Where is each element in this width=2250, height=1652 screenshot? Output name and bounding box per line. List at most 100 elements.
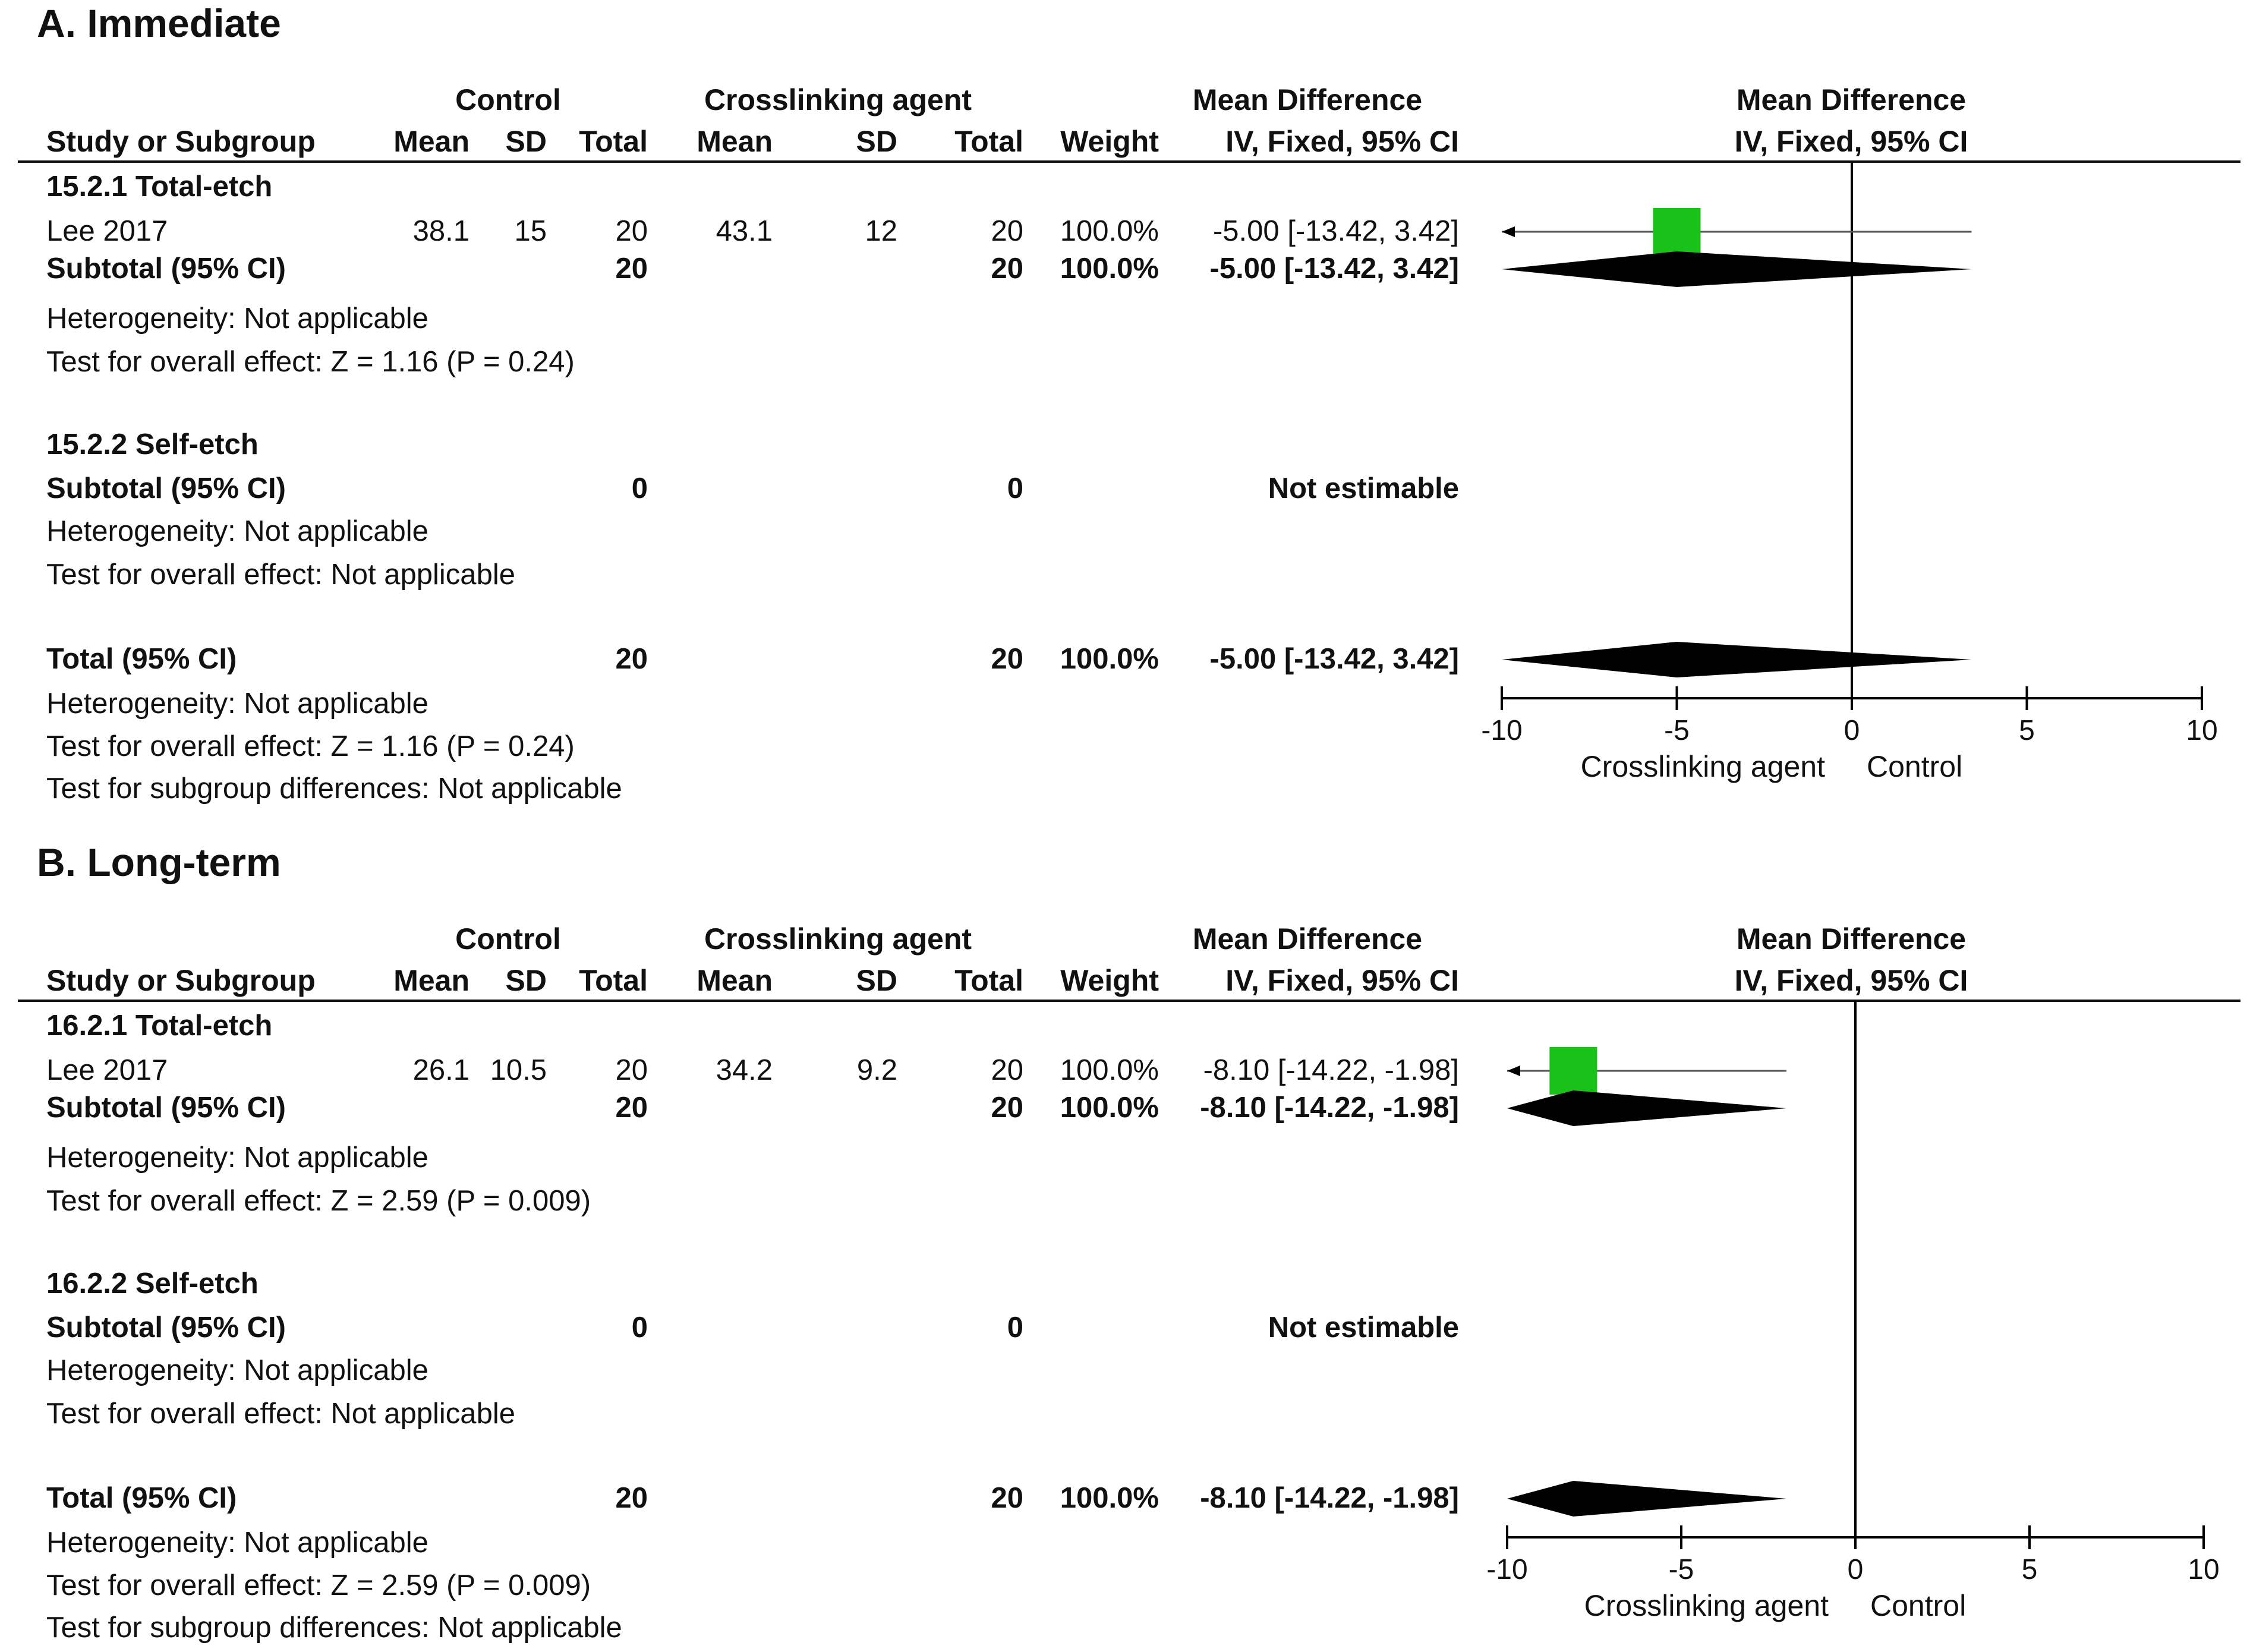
header-treatment-sd: SD — [856, 964, 897, 997]
header-treatment-mean: Mean — [697, 125, 773, 158]
study-control-sd: 10.5 — [490, 1054, 547, 1086]
header-weight: Weight — [1060, 964, 1159, 997]
subtotal-treatment-total: 0 — [1007, 472, 1023, 505]
subgroup-label: 16.2.2 Self-etch — [46, 1268, 259, 1300]
total-ci: -5.00 [-13.42, 3.42] — [1210, 643, 1459, 675]
favours-left-label: Crosslinking agent — [1581, 750, 1825, 783]
total-weight: 100.0% — [1060, 1482, 1159, 1514]
total-control-total: 20 — [615, 1482, 648, 1514]
subtotal-not-estimable: Not estimable — [1268, 1311, 1459, 1344]
header-md-method: IV, Fixed, 95% CI — [1225, 125, 1459, 158]
study-treatment-total: 20 — [991, 1054, 1023, 1086]
header-plot-method: IV, Fixed, 95% CI — [1735, 125, 1968, 158]
header-treatment-sd: SD — [856, 125, 897, 158]
study-treatment-mean: 43.1 — [716, 215, 773, 247]
subtotal-control-total: 20 — [615, 1092, 648, 1124]
study-control-total: 20 — [615, 215, 648, 247]
heterogeneity-note: Heterogeneity: Not applicable — [46, 515, 428, 547]
header-control-total: Total — [579, 125, 648, 158]
study-treatment-mean: 34.2 — [716, 1054, 773, 1086]
header-control-group: Control — [455, 922, 561, 956]
subtotal-weight: 100.0% — [1060, 253, 1159, 285]
forest-panel: B. Long-term Control Crosslinking agent Mea… — [18, 840, 2240, 1644]
subtotal-ci: -8.10 [-14.22, -1.98] — [1200, 1092, 1459, 1124]
header-control-sd: SD — [506, 125, 547, 158]
favours-left-label: Crosslinking agent — [1584, 1589, 1829, 1622]
header-control-sd: SD — [506, 964, 547, 997]
x-tick-label: 0 — [1844, 715, 1860, 746]
subgroup-label: 15.2.1 Total-etch — [46, 171, 272, 203]
subtotal-label: Subtotal (95% CI) — [46, 253, 286, 285]
subtotal-control-total: 0 — [632, 472, 648, 505]
study-control-mean: 26.1 — [413, 1054, 469, 1086]
header-treatment-group: Crosslinking agent — [704, 83, 972, 116]
subgroup-differences-note: Test for subgroup differences: Not appli… — [46, 773, 622, 805]
subgroup-label: 16.2.1 Total-etch — [46, 1010, 272, 1042]
left-arrow-icon — [1507, 1065, 1520, 1076]
subtotal-diamond-marker — [1507, 1090, 1786, 1126]
study-control-mean: 38.1 — [413, 215, 469, 247]
header-study: Study or Subgroup — [46, 964, 316, 997]
header-control-group: Control — [455, 83, 561, 116]
subtotal-diamond-marker — [1502, 251, 1972, 287]
heterogeneity-note: Heterogeneity: Not applicable — [46, 302, 428, 335]
subtotal-control-total: 0 — [632, 1311, 648, 1344]
x-tick-label: 5 — [2019, 715, 2035, 746]
study-treatment-sd: 12 — [865, 215, 897, 247]
subtotal-label: Subtotal (95% CI) — [46, 472, 286, 505]
header-control-mean: Mean — [393, 964, 469, 997]
overall-effect-note: Test for overall effect: Z = 1.16 (P = 0… — [46, 346, 575, 378]
x-tick-label: -5 — [1664, 715, 1690, 746]
subgroup-label: 15.2.2 Self-etch — [46, 428, 259, 461]
total-treatment-total: 20 — [991, 1482, 1023, 1514]
heterogeneity-note: Heterogeneity: Not applicable — [46, 688, 428, 720]
subtotal-ci: -5.00 [-13.42, 3.42] — [1210, 253, 1459, 285]
total-diamond-marker — [1502, 642, 1972, 677]
header-treatment-group: Crosslinking agent — [704, 922, 972, 956]
study-control-total: 20 — [615, 1054, 648, 1086]
study-weight: 100.0% — [1060, 215, 1159, 247]
header-control-total: Total — [579, 964, 648, 997]
header-weight: Weight — [1060, 125, 1159, 158]
panel-title: B. Long-term — [37, 840, 281, 884]
header-control-mean: Mean — [393, 125, 469, 158]
total-control-total: 20 — [615, 643, 648, 675]
favours-right-label: Control — [1867, 750, 1962, 783]
header-plot-method: IV, Fixed, 95% CI — [1735, 964, 1968, 997]
total-ci: -8.10 [-14.22, -1.98] — [1200, 1482, 1459, 1514]
heterogeneity-note: Heterogeneity: Not applicable — [46, 1354, 428, 1386]
study-name: Lee 2017 — [46, 1054, 168, 1086]
total-label: Total (95% CI) — [46, 643, 237, 675]
forest-panel: A. Immediate Control Crosslinking agent Mea… — [18, 1, 2240, 805]
x-tick-label: 0 — [1848, 1554, 1864, 1585]
subtotal-control-total: 20 — [615, 253, 648, 285]
left-arrow-icon — [1502, 226, 1515, 237]
total-diamond-marker — [1507, 1481, 1786, 1517]
study-ci: -5.00 [-13.42, 3.42] — [1213, 215, 1459, 247]
x-tick-label: 5 — [2022, 1554, 2038, 1585]
x-tick-label: -5 — [1669, 1554, 1694, 1585]
total-label: Total (95% CI) — [46, 1482, 237, 1514]
subtotal-label: Subtotal (95% CI) — [46, 1092, 286, 1124]
overall-effect-note: Test for overall effect: Z = 2.59 (P = 0… — [46, 1569, 591, 1601]
subtotal-label: Subtotal (95% CI) — [46, 1311, 286, 1344]
study-control-sd: 15 — [514, 215, 547, 247]
x-tick-label: -10 — [1481, 715, 1522, 746]
overall-effect-note: Test for overall effect: Z = 2.59 (P = 0… — [46, 1185, 591, 1217]
study-point-square-marker — [1549, 1047, 1597, 1095]
header-treatment-total: Total — [954, 125, 1023, 158]
header-mean-difference: Mean Difference — [1193, 83, 1422, 116]
subtotal-weight: 100.0% — [1060, 1092, 1159, 1124]
study-point-square-marker — [1653, 208, 1701, 256]
x-tick-label: 10 — [2186, 715, 2217, 746]
subtotal-treatment-total: 20 — [991, 1092, 1023, 1124]
overall-effect-note: Test for overall effect: Z = 1.16 (P = 0… — [46, 730, 575, 762]
study-ci: -8.10 [-14.22, -1.98] — [1203, 1054, 1459, 1086]
study-name: Lee 2017 — [46, 215, 168, 247]
subtotal-not-estimable: Not estimable — [1268, 472, 1459, 505]
header-plot-mean-difference: Mean Difference — [1737, 922, 1966, 956]
x-tick-label: -10 — [1486, 1554, 1527, 1585]
heterogeneity-note: Heterogeneity: Not applicable — [46, 1527, 428, 1559]
subtotal-treatment-total: 0 — [1007, 1311, 1023, 1344]
